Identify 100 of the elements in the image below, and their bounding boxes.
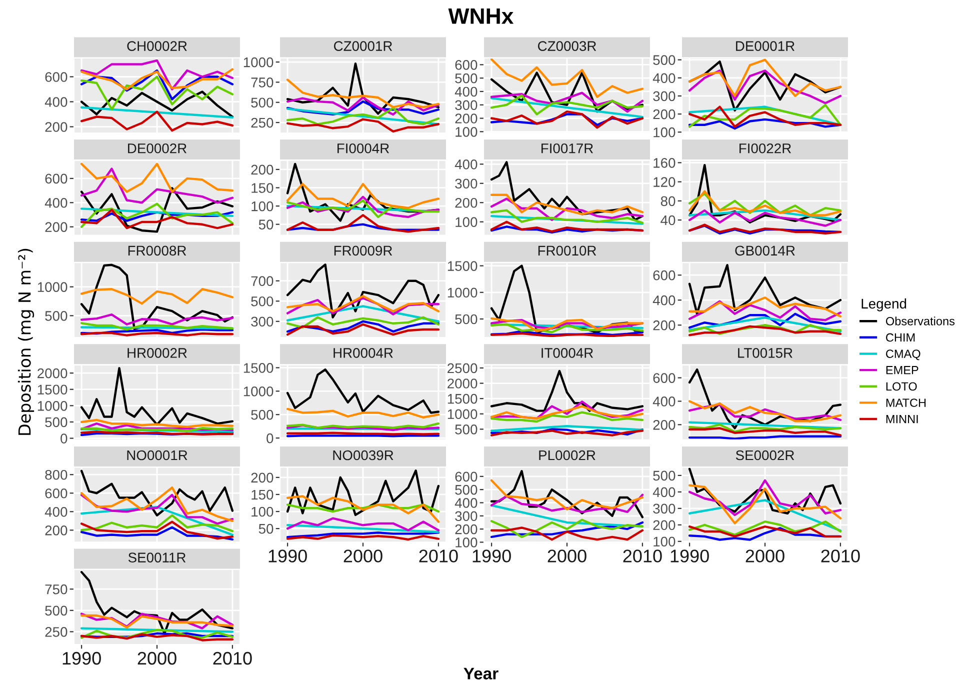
line-series [688, 368, 842, 430]
line-series [80, 59, 234, 90]
y-tick-label: 400 [454, 498, 478, 508]
y-tick-label: 200 [455, 114, 478, 124]
y-tick-label: 200 [653, 320, 676, 330]
y-tick-label: 300 [455, 178, 478, 189]
y-tick-label: 200 [45, 222, 68, 232]
chart-title: IT0004R [542, 348, 593, 358]
y-tick-label: 500 [653, 470, 676, 481]
line-series [688, 300, 842, 322]
line-series [688, 70, 842, 104]
chart-title: PL0002R [539, 450, 596, 460]
legend-label: CMAQ [886, 350, 920, 360]
line-series [80, 470, 234, 516]
chart-title: FR0010R [538, 246, 596, 256]
line-series [490, 194, 644, 216]
y-tick-label: 400 [44, 198, 68, 208]
line-series [286, 323, 440, 336]
line-series [80, 322, 234, 331]
chart-title: HR0004R [334, 348, 393, 358]
line-series [688, 264, 842, 315]
chart-title: DE0001R [736, 41, 794, 51]
line-series [688, 209, 842, 227]
line-series [80, 76, 234, 110]
legend-label: CHIM [886, 333, 915, 342]
y-tick-label: 500 [251, 296, 274, 306]
legend-title: Legend [862, 298, 906, 312]
y-tick-label: 600 [653, 373, 676, 383]
line-series [286, 264, 440, 318]
line-series [286, 296, 440, 316]
y-tick-label: 200 [455, 198, 478, 208]
x-tick-label: 2000 [138, 652, 176, 665]
y-tick-label: 500 [455, 424, 478, 434]
line-series [688, 296, 842, 318]
line-series [286, 316, 440, 329]
line-series [286, 196, 440, 218]
line-series [490, 470, 644, 518]
line-series [286, 62, 440, 115]
y-tick-label: 2000 [448, 378, 478, 388]
y-tick-label: 400 [454, 159, 478, 170]
y-tick-label: 200 [251, 164, 274, 175]
y-tick-label: 500 [251, 98, 274, 108]
chart-title: FR0008R [128, 246, 186, 256]
line-series [80, 526, 234, 541]
line-series [80, 208, 234, 230]
x-tick-label: 1990 [268, 550, 307, 562]
line-series [688, 164, 842, 224]
line-series [490, 58, 644, 98]
line-series [490, 479, 644, 510]
y-tick-label: 100 [654, 536, 676, 547]
line-series [490, 526, 644, 541]
y-tick-label: 500 [45, 311, 68, 321]
line-series [80, 514, 234, 532]
y-tick-label: 200 [45, 525, 68, 536]
line-series [80, 69, 234, 100]
chart-title: NO0001R [127, 450, 188, 460]
line-series [490, 220, 644, 233]
line-series [688, 404, 842, 422]
y-tick-label: 1000 [448, 288, 478, 298]
y-tick-label: 500 [45, 417, 68, 428]
y-tick-label: 200 [653, 420, 676, 430]
x-tick-label: 2010 [623, 550, 662, 562]
line-series [80, 187, 234, 233]
line-series [286, 408, 440, 419]
y-tick-label: 100 [252, 506, 274, 517]
y-tick-label: 400 [652, 396, 676, 406]
line-series [80, 68, 234, 90]
y-tick-label: 100 [456, 126, 478, 137]
x-tick-label: 1990 [472, 550, 511, 562]
y-tick-label: 200 [45, 122, 68, 132]
chart-title: FI0017R [542, 143, 593, 154]
line-series [80, 264, 234, 330]
y-tick-label: 400 [652, 487, 676, 498]
y-tick-label: 1000 [38, 282, 68, 292]
text: Year [464, 668, 498, 680]
line-series [80, 367, 234, 426]
y-tick-label: 1000 [244, 57, 274, 68]
y-tick-label: 100 [456, 217, 478, 228]
y-tick-label: 80 [660, 196, 676, 206]
line-series [688, 312, 842, 329]
y-tick-label: 1000 [448, 409, 478, 420]
y-tick-label: 300 [653, 91, 676, 102]
chart-title: LT0015R [738, 348, 792, 358]
text: Deposition (mg N m⁻²) [18, 248, 34, 435]
y-tick-label: 1500 [448, 261, 478, 271]
line-series [490, 209, 644, 224]
y-tick-label: 1000 [244, 386, 274, 396]
y-tick-label: 100 [456, 538, 478, 548]
line-series [688, 468, 842, 514]
y-tick-label: 1000 [38, 400, 68, 411]
chart-title: FR0009R [334, 246, 392, 256]
line-series [688, 520, 842, 536]
line-series [286, 294, 440, 312]
y-tick-label: 600 [45, 488, 68, 498]
y-tick-label: 1500 [244, 363, 274, 373]
y-tick-label: 500 [455, 484, 478, 495]
y-tick-label: 500 [455, 314, 478, 324]
line-series [490, 411, 644, 423]
line-series [286, 100, 440, 116]
y-tick-label: 300 [455, 100, 478, 110]
